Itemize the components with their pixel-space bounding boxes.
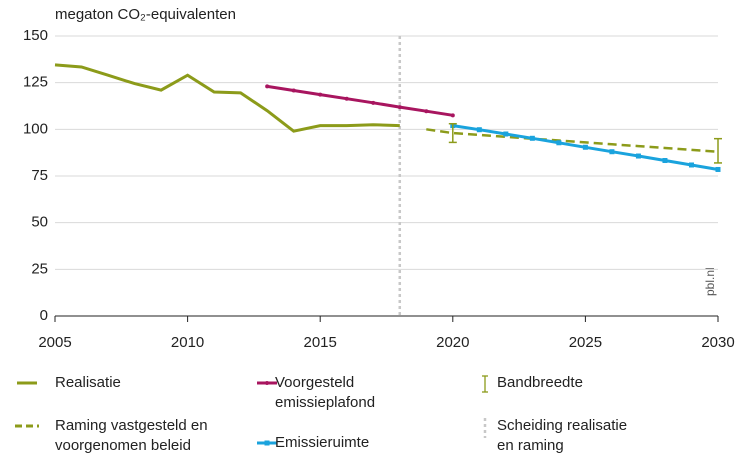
series-line bbox=[266, 84, 454, 117]
marker bbox=[688, 162, 694, 168]
source: pbl.nl bbox=[703, 267, 717, 296]
legend-label: Bandbreedte bbox=[497, 374, 583, 391]
marker bbox=[424, 109, 429, 114]
y-tick-label: 150 bbox=[23, 27, 48, 44]
x-tick-label: 2020 bbox=[436, 334, 469, 351]
legend-label: Emissieruimte bbox=[275, 434, 370, 451]
y-tick-label: 0 bbox=[40, 307, 48, 324]
marker bbox=[476, 127, 482, 133]
x-tick-label: 2005 bbox=[38, 334, 71, 351]
marker bbox=[371, 100, 376, 105]
x-tick-label: 2010 bbox=[171, 334, 204, 351]
marker bbox=[582, 144, 588, 150]
marker bbox=[450, 113, 455, 118]
band-bar bbox=[448, 122, 457, 144]
series-line bbox=[426, 128, 719, 153]
legend-marker bbox=[265, 381, 269, 385]
marker bbox=[344, 96, 349, 101]
marker bbox=[635, 153, 641, 159]
legend-label: Scheiding realisatie en raming bbox=[497, 417, 628, 454]
y-axis-label: megaton CO₂-equivalenten bbox=[55, 6, 236, 23]
x-tick-label: 2015 bbox=[304, 334, 337, 351]
y-tick-label: 125 bbox=[23, 74, 48, 91]
marker bbox=[318, 92, 323, 97]
marker bbox=[503, 131, 509, 137]
marker bbox=[397, 105, 402, 110]
series-line bbox=[54, 63, 400, 133]
legend-label: Raming vastgesteld en voorgenomen beleid bbox=[55, 417, 208, 454]
y-tick-label: 100 bbox=[23, 120, 48, 137]
marker bbox=[715, 166, 721, 172]
x-tick-label: 2025 bbox=[569, 334, 602, 351]
x-tick-label: 2030 bbox=[701, 334, 734, 351]
y-tick-label: 25 bbox=[31, 260, 48, 277]
marker bbox=[662, 158, 668, 164]
legend-label: Voorgesteld emissieplafond bbox=[275, 374, 376, 411]
marker bbox=[265, 84, 270, 89]
band-bar bbox=[714, 137, 722, 164]
marker bbox=[556, 140, 562, 146]
marker bbox=[529, 135, 535, 141]
y-tick-label: 50 bbox=[31, 214, 48, 231]
legend-marker bbox=[264, 440, 270, 446]
marker bbox=[609, 149, 615, 155]
legend-label: Realisatie bbox=[55, 374, 121, 391]
marker bbox=[291, 88, 296, 93]
y-tick-label: 75 bbox=[31, 167, 48, 184]
